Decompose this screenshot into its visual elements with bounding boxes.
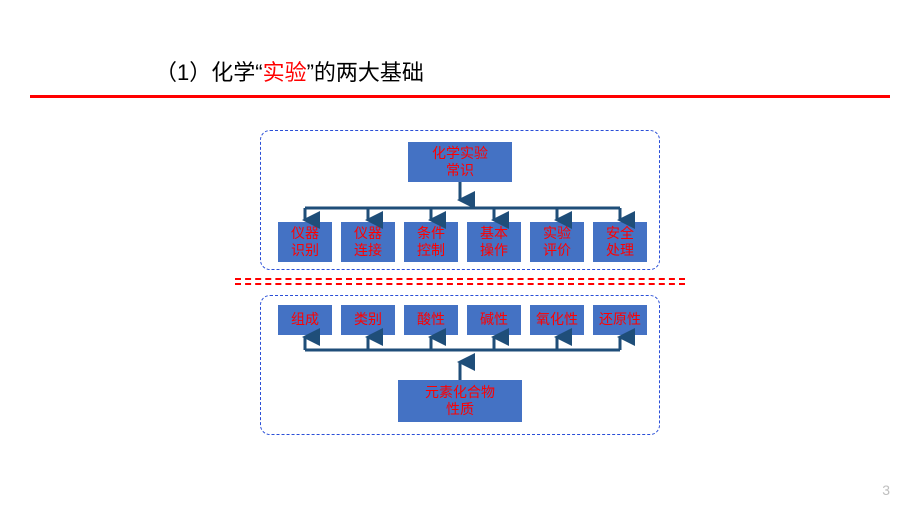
page-number: 3 — [882, 482, 890, 498]
slide: （1）化学“实验”的两大基础 化学实验 常识 仪器识别 仪器连接 条件控制 基本… — [0, 0, 920, 518]
bottom-connectors — [0, 0, 920, 518]
